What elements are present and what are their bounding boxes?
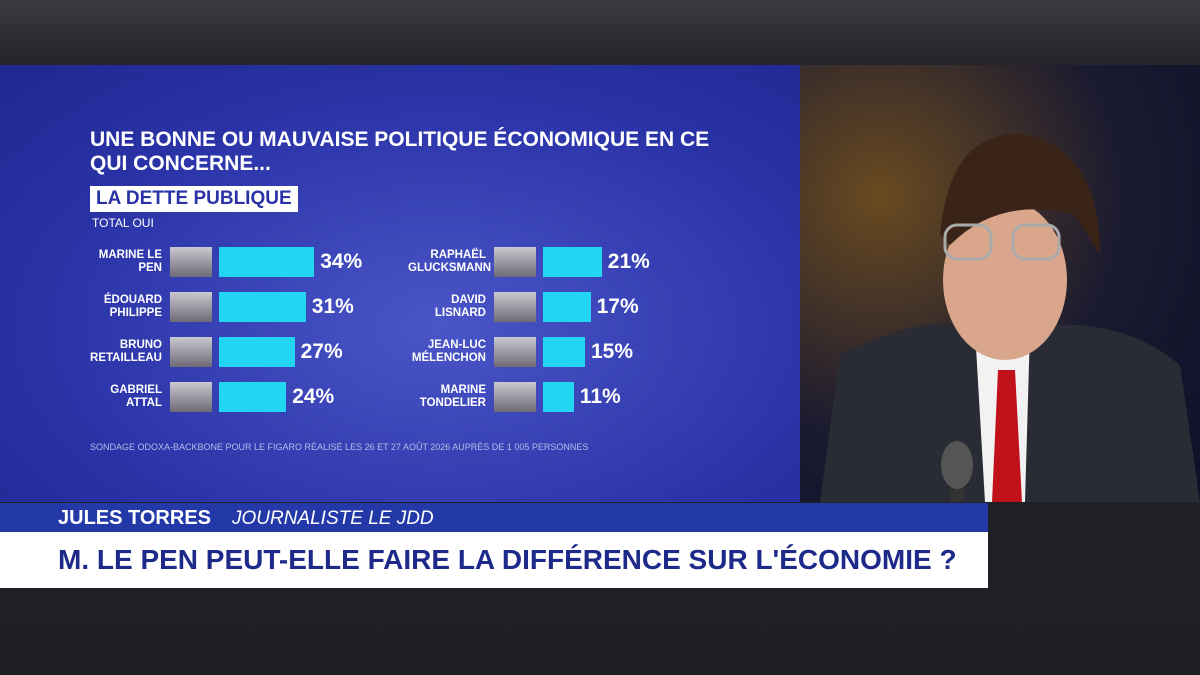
chart-subtitle: LA DETTE PUBLIQUE (90, 186, 298, 212)
candidate-photo (494, 247, 536, 277)
candidate-photo (170, 292, 212, 322)
bar (543, 337, 585, 367)
candidate-name: MARINE LE PEN (98, 249, 162, 274)
value-label: 27% (300, 340, 343, 363)
value-label: 24% (292, 385, 335, 408)
guest-role: JOURNALISTE LE JDD (232, 508, 434, 529)
value-label: 34% (320, 250, 363, 273)
chart-title: UNE BONNE OU MAUVAISE POLITIQUE ÉCONOMIQ… (90, 128, 710, 175)
bar (543, 382, 574, 412)
candidate-photo (170, 337, 212, 367)
candidate-photo (170, 382, 212, 412)
bar (219, 292, 306, 322)
headline-bar: M. LE PEN PEUT-ELLE FAIRE LA DIFFÉRENCE … (0, 532, 988, 588)
bar (219, 247, 315, 277)
candidate-name: JEAN-LUC MÉLENCHON (411, 339, 486, 364)
candidate-photo (494, 382, 536, 412)
candidate-name: RAPHAËL GLUCKSMANN (408, 249, 492, 274)
candidate-name: ÉDOUARD PHILIPPE (103, 294, 162, 319)
guest-name: JULES TORRES (58, 507, 211, 529)
candidate-name: MARINE TONDELIER (419, 384, 486, 409)
candidate-photo (494, 337, 536, 367)
bar (543, 247, 602, 277)
candidate-name: DAVID LISNARD (434, 294, 486, 319)
name-bar: JULES TORRES JOURNALISTE LE JDD (0, 503, 988, 532)
presenter (820, 134, 1200, 502)
candidate-photo (170, 247, 212, 277)
candidate-photo (494, 292, 536, 322)
candidate-name: BRUNO RETAILLEAU (90, 339, 162, 364)
studio-view (800, 65, 1200, 502)
value-label: 31% (311, 295, 354, 318)
bar (219, 382, 287, 412)
value-label: 11% (579, 385, 621, 408)
chart-panel (0, 65, 800, 502)
bar (543, 292, 591, 322)
value-label: 15% (591, 340, 634, 363)
measure-label: TOTAL OUI (92, 216, 154, 230)
headline: M. LE PEN PEUT-ELLE FAIRE LA DIFFÉRENCE … (58, 544, 957, 575)
source-note: SONDAGE ODOXA-BACKBONE POUR LE FIGARO RÉ… (90, 442, 589, 452)
value-label: 17% (596, 295, 639, 318)
value-label: 21% (607, 250, 650, 273)
candidate-name: GABRIEL ATTAL (110, 384, 162, 409)
bar (219, 337, 295, 367)
